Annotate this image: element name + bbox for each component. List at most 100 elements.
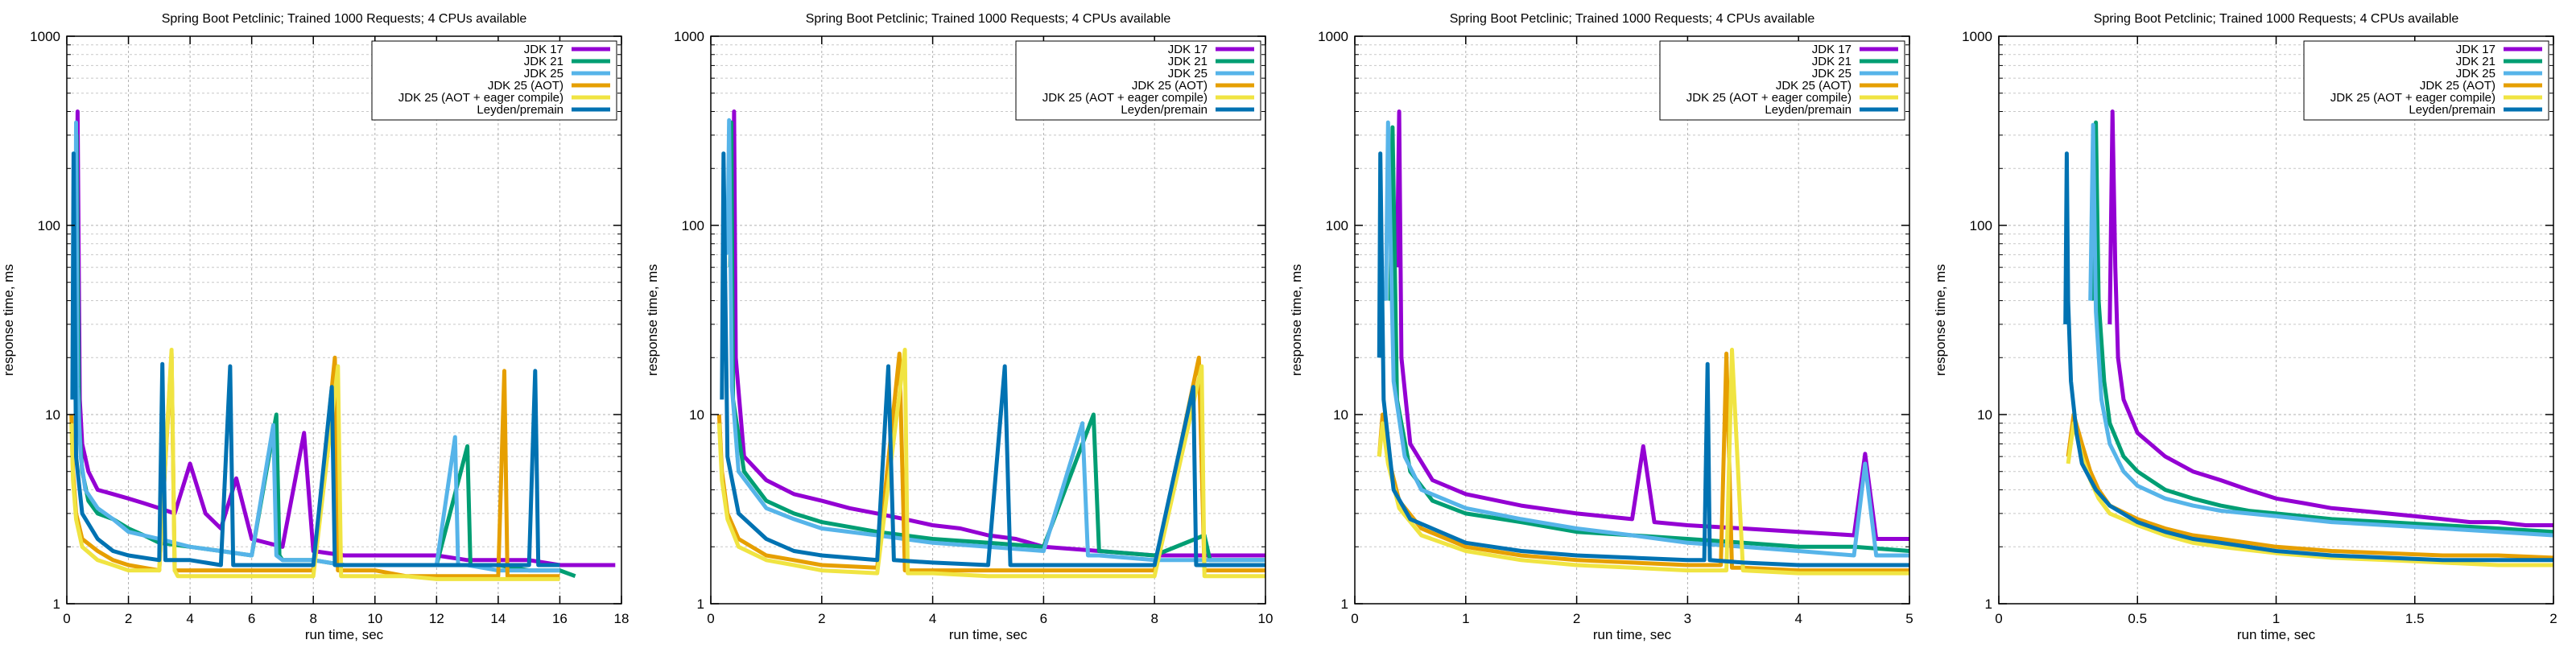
legend-label: JDK 17 [524, 43, 564, 56]
chart-panel-2: 1 10 100 1000 0 2 4 6 8 10 Spring Boot Petclinic; … [645, 12, 1273, 642]
x-tick-label: 2 [125, 611, 132, 626]
legend-label: JDK 21 [524, 55, 564, 68]
y-axis-label: response time, ms [645, 264, 660, 376]
series-line-6 [70, 151, 560, 568]
legend-label: JDK 17 [2456, 43, 2496, 56]
x-axis-label: run time, sec [1593, 627, 1672, 642]
legend-label: JDK 25 [1812, 67, 1852, 80]
x-tick-label: 14 [490, 611, 506, 626]
y-tick-label: 10 [45, 407, 60, 423]
x-tick-label: 6 [248, 611, 255, 626]
x-axis-label: run time, sec [305, 627, 384, 642]
chart-panel-1: 1 10 100 1000 0 2 4 6 8 10 12 14 16 18 Spring Boot Pet… [1, 12, 629, 642]
legend-box [2303, 40, 2549, 121]
x-axis-label: run time, sec [2237, 627, 2316, 642]
series-line-3 [73, 120, 560, 573]
y-tick-label: 100 [38, 218, 60, 233]
y-tick-label: 10 [1333, 407, 1348, 423]
y-axis-label: response time, ms [1933, 264, 1948, 376]
series-line-3 [2088, 122, 2554, 538]
series-line-2 [728, 120, 1265, 563]
plot-frame [1354, 35, 1910, 605]
series-line-4 [2066, 412, 2554, 560]
x-tick-label: 4 [186, 611, 193, 626]
legend-label: JDK 25 (AOT) [2420, 79, 2496, 93]
x-tick-label: 16 [552, 611, 568, 626]
x-tick-label: 12 [429, 611, 444, 626]
series-line-3 [725, 118, 1265, 563]
grid [1998, 35, 2554, 605]
series-line-6 [720, 151, 1265, 568]
legend-box [1659, 40, 1905, 121]
legend-label: Leyden/premain [1765, 103, 1852, 117]
chart-panel-4: 1 10 100 1000 0 0.5 1 1.5 2 Spring Boot Petclinic… [1933, 12, 2557, 642]
y-tick-label: 100 [682, 218, 704, 233]
x-tick-label: 0 [1351, 611, 1358, 626]
legend-label: JDK 25 (AOT) [1132, 79, 1208, 93]
chart-title: Spring Boot Petclinic; Trained 1000 Requ… [162, 12, 527, 26]
y-tick-label: 1000 [30, 29, 60, 44]
legend-label: JDK 25 (AOT + eager compile) [2330, 91, 2496, 105]
legend-label: JDK 25 (AOT + eager compile) [1042, 91, 1208, 105]
legend-label: JDK 25 (AOT + eager compile) [398, 91, 564, 105]
x-tick-label: 0 [63, 611, 70, 626]
x-tick-label: 2 [2549, 611, 2557, 626]
y-tick-label: 100 [1326, 218, 1348, 233]
plot-frame [710, 35, 1266, 605]
series-line-6 [2063, 151, 2553, 563]
y-axis-label: response time, ms [1289, 264, 1304, 376]
legend-label: Leyden/premain [1121, 103, 1208, 117]
chart-title: Spring Boot Petclinic; Trained 1000 Requ… [2094, 12, 2459, 26]
legend-label: JDK 17 [1168, 43, 1208, 56]
x-tick-label: 2 [1573, 611, 1580, 626]
x-tick-label: 4 [1794, 611, 1802, 626]
y-tick-label: 1 [1985, 596, 1992, 612]
series-line-5 [716, 348, 1265, 579]
x-tick-label: 18 [614, 611, 630, 626]
y-tick-label: 1 [53, 596, 60, 612]
legend-label: JDK 21 [1812, 55, 1852, 68]
x-tick-label: 5 [1905, 611, 1913, 626]
y-tick-label: 1 [697, 596, 704, 612]
legend-label: Leyden/premain [477, 103, 564, 117]
series-group [2063, 109, 2554, 568]
y-tick-label: 10 [689, 407, 704, 423]
series-line-5 [69, 348, 560, 581]
x-axis-label: run time, sec [949, 627, 1028, 642]
series-line-1 [74, 109, 616, 568]
series-group [69, 109, 616, 581]
x-tick-label: 10 [367, 611, 382, 626]
y-tick-label: 10 [1977, 407, 1992, 423]
y-tick-label: 1 [1341, 596, 1348, 612]
legend-box [371, 40, 617, 121]
x-tick-label: 6 [1040, 611, 1047, 626]
x-tick-label: 0 [1995, 611, 2002, 626]
x-tick-label: 0 [707, 611, 714, 626]
y-axis-label: response time, ms [1, 264, 16, 376]
series-line-1 [1394, 109, 1909, 541]
y-tick-label: 1000 [1318, 29, 1348, 44]
legend-label: JDK 25 (AOT) [1776, 79, 1852, 93]
series-line-4 [716, 351, 1265, 573]
x-tick-label: 10 [1258, 611, 1274, 626]
chart-title: Spring Boot Petclinic; Trained 1000 Requ… [806, 12, 1171, 26]
series-line-2 [2091, 120, 2554, 534]
x-tick-label: 1 [1462, 611, 1469, 626]
legend-label: JDK 25 [524, 67, 564, 80]
series-group [716, 109, 1265, 579]
series-line-1 [731, 109, 1265, 558]
legend-label: JDK 25 (AOT + eager compile) [1686, 91, 1852, 105]
x-tick-label: 3 [1684, 611, 1691, 626]
chart-title: Spring Boot Petclinic; Trained 1000 Requ… [1450, 12, 1815, 26]
legend-label: JDK 21 [2456, 55, 2496, 68]
series-line-1 [2107, 109, 2553, 527]
plot-frame [66, 35, 622, 605]
legend-label: JDK 25 [1168, 67, 1208, 80]
series-line-5 [2066, 421, 2553, 568]
y-tick-label: 100 [1970, 218, 1992, 233]
x-tick-label: 8 [1150, 611, 1158, 626]
